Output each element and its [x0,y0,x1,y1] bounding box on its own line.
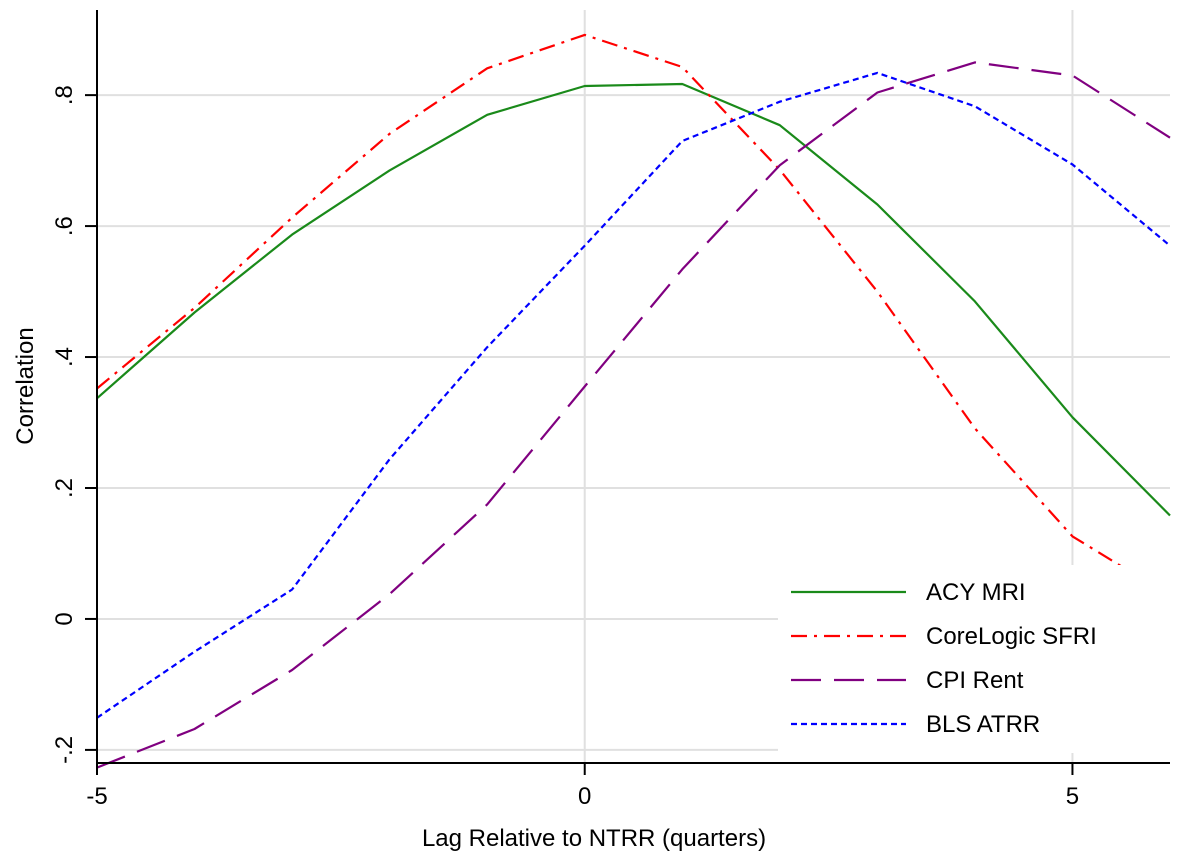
x-axis-title: Lag Relative to NTRR (quarters) [422,825,766,852]
legend-label: CPI Rent [926,667,1024,694]
series-lines [96,33,1171,769]
y-tick-label: .4 [51,347,78,367]
y-tick-label: .2 [51,478,78,498]
legend-label: BLS ATRR [926,711,1040,738]
series-line-bls-atrr [96,71,1171,719]
series-line-cpi-rent [96,61,1171,769]
axes: -5 0 5 -.2 0 .2 .4 .6 .8 [51,10,1170,810]
x-tick-label: 0 [578,783,591,810]
x-tick-label: -5 [86,783,107,810]
legend-box [778,565,1170,753]
x-tick-label: 5 [1066,783,1079,810]
series-line-corelogic-sfri [96,33,1171,597]
y-tick-label: .6 [51,216,78,236]
y-tick-label: -.2 [51,736,78,764]
y-tick-label: 0 [51,612,78,625]
series-line-acy-mri [96,82,1171,517]
y-tick-label: .8 [51,85,78,105]
legend-label: CoreLogic SFRI [926,623,1097,650]
legend-label: ACY MRI [926,579,1026,606]
y-axis-title: Correlation [12,327,39,444]
legend: ACY MRI CoreLogic SFRI CPI Rent BLS ATRR [778,565,1170,753]
